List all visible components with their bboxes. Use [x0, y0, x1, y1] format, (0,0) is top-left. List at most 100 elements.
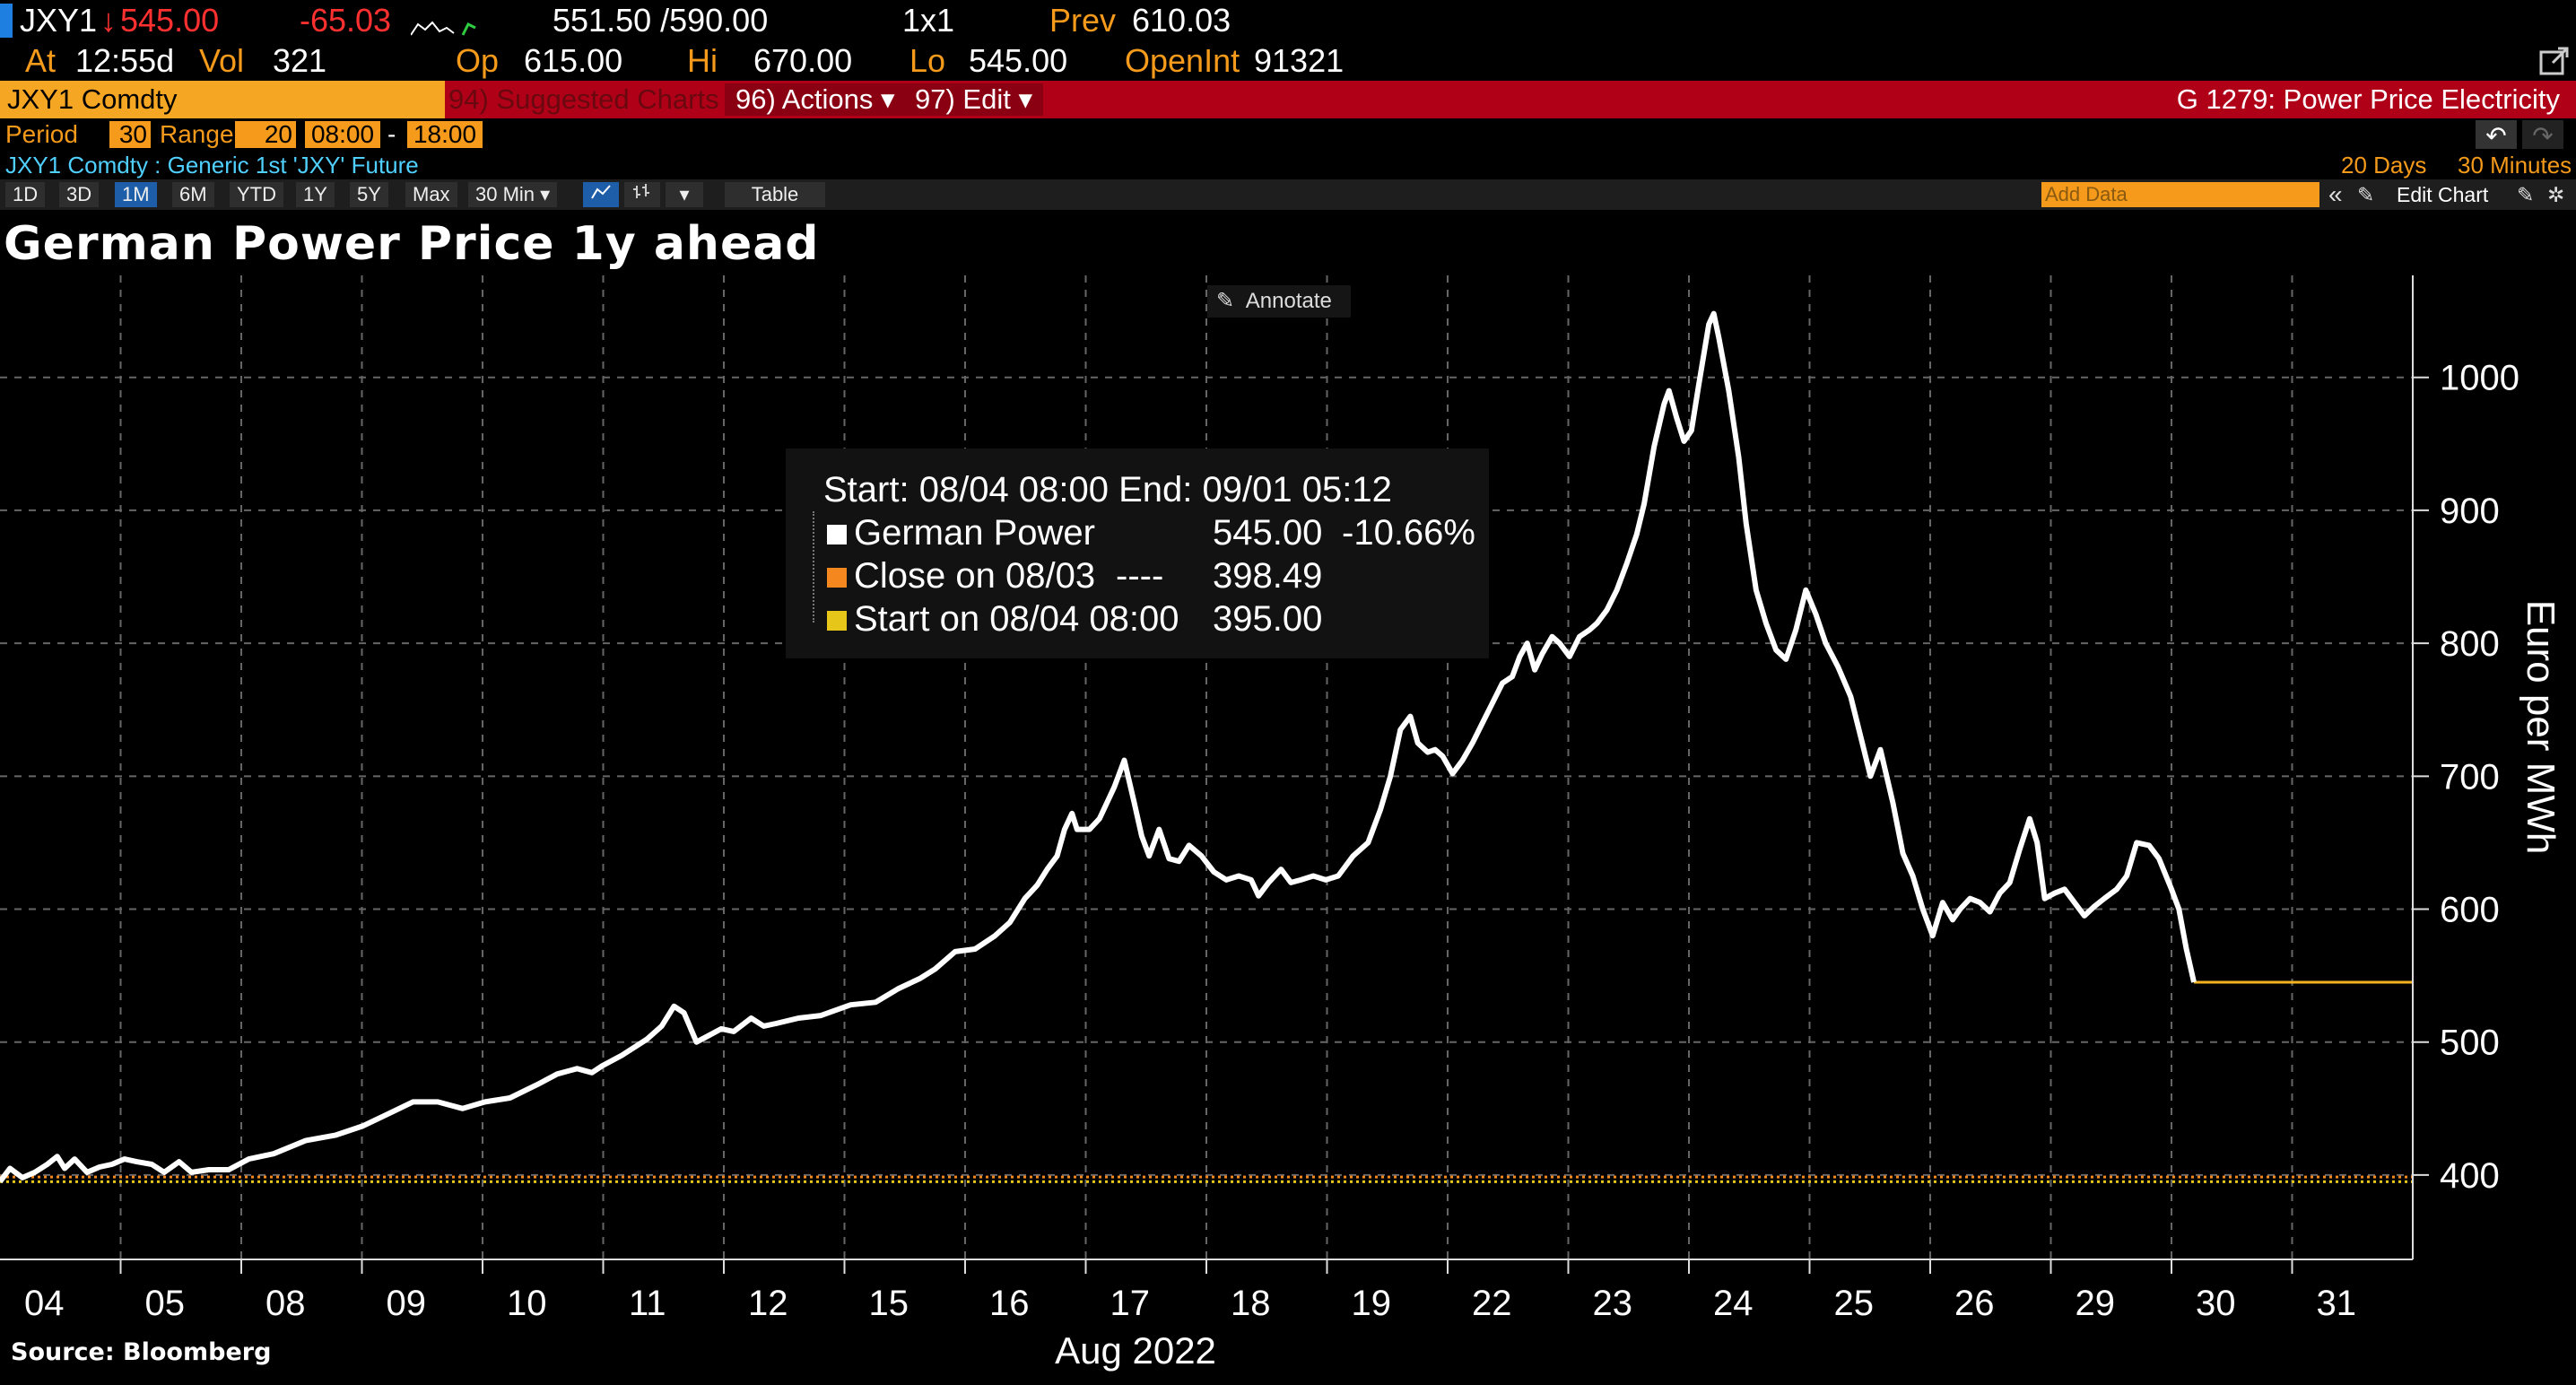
x-tick-label: 12 — [748, 1284, 788, 1323]
chart-grid — [0, 275, 2413, 1259]
x-tick-label: 30 — [2196, 1284, 2236, 1323]
legend-pct: -10.66% — [1342, 513, 1475, 553]
range-end-input[interactable]: 18:00 — [407, 121, 483, 148]
period-label: Period — [5, 120, 78, 148]
pencil-icon: ✎ — [1216, 289, 1235, 313]
timeframe-5y-button[interactable]: 5Y — [350, 182, 388, 207]
legend-panel: Start: 08/04 08:00 End: 09/01 05:12 Germ… — [786, 449, 1489, 658]
x-tick-label: 08 — [265, 1284, 306, 1323]
collapse-icon[interactable]: « — [2328, 180, 2343, 208]
range-label: Range — [160, 120, 234, 148]
legend-item-german-power[interactable]: German Power — [827, 511, 1095, 554]
annotate-button[interactable]: ✎ Annotate — [1207, 285, 1351, 318]
security-description: JXY1 Comdty : Generic 1st 'JXY' Future — [5, 152, 419, 179]
vol-label: Vol — [199, 42, 245, 79]
x-axis: 04 05 08 09 10 11 12 15 16 17 18 19 22 23 24 25 26 29 30 31… — [0, 1259, 2413, 1372]
y-tick-label: 900 — [2440, 492, 2500, 531]
x-tick-label: 24 — [1713, 1284, 1754, 1323]
x-tick-label: 31 — [2317, 1284, 2357, 1323]
description-row: JXY1 Comdty : Generic 1st 'JXY' Future 2… — [0, 151, 2576, 179]
redo-icon[interactable]: ↷ — [2522, 120, 2563, 150]
open-label: Op — [456, 42, 500, 79]
prev-value: 610.03 — [1132, 2, 1231, 39]
x-tick-label: 04 — [24, 1284, 65, 1323]
days-info: 20 Days — [2341, 152, 2427, 179]
timeframe-1y-button[interactable]: 1Y — [296, 182, 335, 207]
legend-item-close[interactable]: Close on 08/03 — [827, 554, 1095, 597]
prev-label: Prev — [1049, 2, 1117, 39]
range-separator: - — [387, 120, 396, 148]
y-tick-label: 600 — [2440, 891, 2500, 930]
undo-icon[interactable]: ↶ — [2476, 120, 2517, 150]
popout-icon[interactable] — [2538, 45, 2571, 86]
timeframe-1m-button[interactable]: 1M — [115, 182, 157, 207]
edit-chart-pencil-icon: ✎ — [2357, 183, 2375, 206]
y-tick-label: 800 — [2440, 624, 2500, 664]
x-tick-label: 23 — [1593, 1284, 1633, 1323]
period-input[interactable]: 30 — [109, 121, 151, 148]
actions-button[interactable]: 96) Actions ▾ — [725, 83, 906, 116]
open-interest-value: 91321 — [1254, 42, 1345, 79]
timeframe-ytd-button[interactable]: YTD — [230, 182, 283, 207]
quote-row-2: At 12:55d Vol 321 Op 615.00 Hi 670.00 Lo… — [0, 41, 2576, 81]
y-tick-label: 700 — [2440, 757, 2500, 797]
gear-icon[interactable]: ✲ — [2547, 183, 2565, 206]
legend-value: 545.00 — [1213, 513, 1323, 553]
legend-item-start[interactable]: Start on 08/04 08:00 — [827, 597, 1179, 640]
x-tick-label: 17 — [1110, 1284, 1151, 1323]
legend-label: Close on 08/03 — [854, 556, 1096, 596]
legend-swatch-white — [827, 525, 847, 545]
y-axis-label: Euro per MWh — [2519, 600, 2563, 855]
suggested-charts-button[interactable]: 94) Suggested Charts — [448, 83, 719, 115]
timeframe-3d-button[interactable]: 3D — [59, 182, 100, 207]
x-tick-label: 11 — [629, 1284, 666, 1323]
x-tick-label: 16 — [989, 1284, 1030, 1323]
y-tick-label: 400 — [2440, 1156, 2500, 1196]
ticker-marker — [0, 4, 13, 38]
high-label: Hi — [687, 42, 718, 79]
vol-value: 321 — [273, 42, 327, 79]
edit-chart-button[interactable]: Edit Chart — [2397, 183, 2489, 206]
function-title: G 1279: Power Price Electricity — [2176, 83, 2560, 115]
security-field[interactable]: JXY1 Comdty — [0, 81, 445, 118]
sparkline-icon — [410, 9, 483, 50]
low-label: Lo — [909, 42, 946, 79]
y-axis: 400 500 600 700 800 900 1000 Euro per MWh — [2412, 275, 2563, 1259]
x-axis-label: Aug 2022 — [1055, 1329, 1216, 1372]
draw-icon[interactable]: ✎ — [2517, 183, 2535, 206]
timeframe-6m-button[interactable]: 6M — [172, 182, 214, 207]
x-tick-label: 22 — [1472, 1284, 1512, 1323]
legend-value: 398.49 — [1213, 556, 1323, 596]
minutes-info: 30 Minutes — [2458, 152, 2572, 179]
bar-chart-icon[interactable] — [624, 182, 660, 207]
x-tick-label: 18 — [1231, 1284, 1271, 1323]
ticker[interactable]: JXY1 — [20, 2, 98, 39]
chart-type-dropdown-icon[interactable]: ▾ — [666, 182, 703, 207]
function-bar: JXY1 Comdty 94) Suggested Charts 96) Act… — [0, 81, 2576, 118]
x-tick-label: 29 — [2076, 1284, 2116, 1323]
at-time: 12:55d — [75, 42, 175, 79]
high-value: 670.00 — [753, 42, 853, 79]
legend-range: Start: 08/04 08:00 End: 09/01 05:12 — [823, 470, 1392, 510]
x-tick-label: 10 — [507, 1284, 547, 1323]
interval-dropdown[interactable]: 30 Min ▾ — [468, 182, 558, 207]
timeframe-bar: 1D 3D 1M 6M YTD 1Y 5Y Max 30 Min ▾ ▾ Tab… — [0, 179, 2576, 210]
timeframe-1d-button[interactable]: 1D — [5, 182, 46, 207]
x-tick-label: 09 — [387, 1284, 427, 1323]
y-tick-label: 500 — [2440, 1024, 2500, 1063]
add-data-input-box[interactable]: Add Data — [2041, 182, 2319, 207]
table-button[interactable]: Table — [725, 182, 825, 207]
timeframe-max-button[interactable]: Max — [405, 182, 457, 207]
line-chart-icon[interactable] — [583, 182, 619, 207]
edit-button[interactable]: 97) Edit ▾ — [904, 83, 1044, 116]
range-start-input[interactable]: 08:00 — [305, 121, 380, 148]
x-tick-label: 25 — [1834, 1284, 1875, 1323]
x-tick-label: 26 — [1954, 1284, 1995, 1323]
annotate-label: Annotate — [1245, 289, 1332, 313]
open-interest-label: OpenInt — [1125, 42, 1240, 79]
legend-swatch-orange — [827, 568, 847, 588]
add-data-placeholder: Add Data — [2045, 183, 2128, 205]
source-note: Source: Bloomberg — [11, 1338, 272, 1366]
range-input[interactable]: 20 — [235, 121, 296, 148]
